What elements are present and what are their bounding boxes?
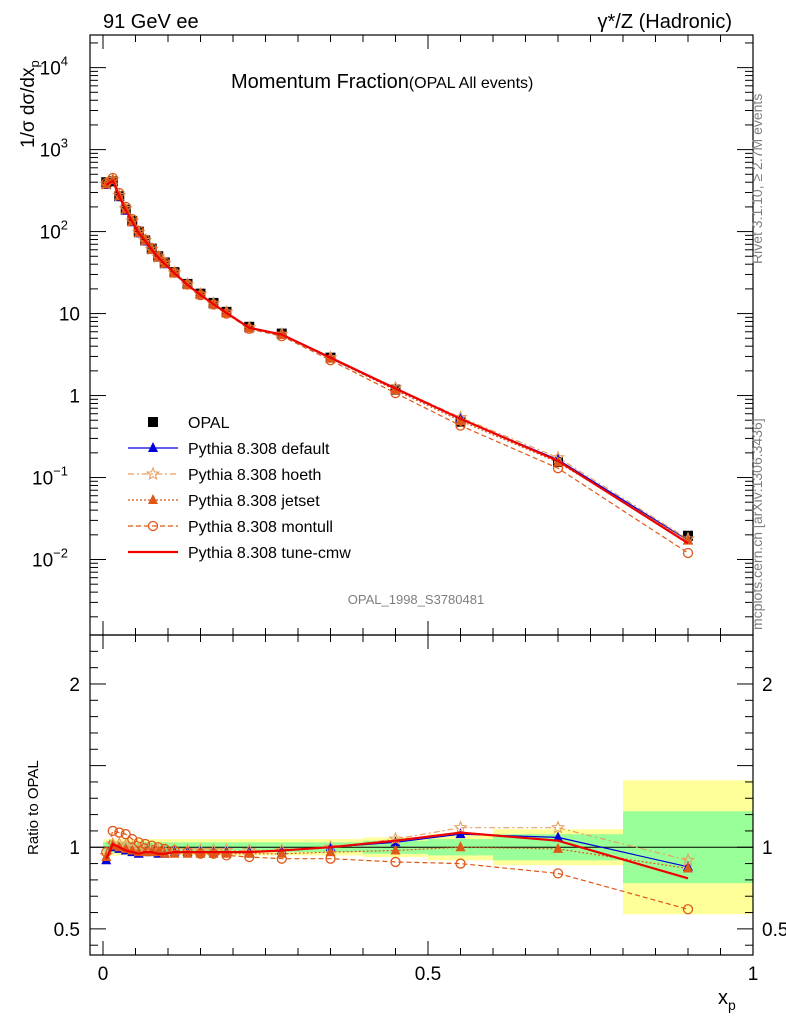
data-point-pythia-8-308-hoeth [453,820,468,834]
data-point-pythia-8-308-jetset [325,846,336,857]
y-tick-label-ratio: 2 [69,675,80,696]
y-axis-label-ratio: Ratio to OPAL [25,760,42,855]
data-point-pythia-8-308-montull [114,827,125,838]
legend-marker-pythia-8-308-jetset [148,494,158,504]
series-line-pythia-8-308-montull [105,830,689,910]
data-point-pythia-8-308-montull [221,850,232,861]
data-point-pythia-8-308-montull [182,279,193,290]
y-tick-label-main: 1 [69,387,80,408]
data-point-pythia-8-308-jetset [553,842,563,853]
data-point-pythia-8-308-montull [221,308,232,319]
data-point-pythia-8-308-montull [195,289,206,301]
data-point-pythia-8-308-montull [325,853,336,864]
y-tick-label-ratio: 1 [69,838,80,859]
data-point-pythia-8-308-montull [169,845,180,856]
legend-label-pythia-8-308-montull: Pythia 8.308 montull [188,519,333,536]
data-point-pythia-8-308-montull [169,267,180,278]
data-point-pythia-8-308-montull [552,463,564,474]
data-point-pythia-8-308-montull [195,848,206,859]
data-point-pythia-8-308-montull [140,234,151,245]
chart-subtitle: (OPAL All events) [409,75,534,92]
chart-title-main: Momentum Fraction [231,71,409,93]
y-tick-label-main: 10−2 [32,546,68,572]
data-point-pythia-8-308-montull [146,242,157,254]
data-point-pythia-8-308-montull [127,833,138,845]
y-axis-label-main: 1/σ dσ/dxp [18,60,42,148]
y-tick-exponent: −1 [53,464,68,479]
tick-labels: 0 0.5 1 10−2 10−1 1 10 102 103 104 0.5 0.5 1 1 2 2 [32,54,786,985]
data-point-pythia-8-308-montull [552,868,564,879]
x-tick-label: 0.5 [415,964,441,985]
watermark: OPAL_1998_S3780481 [348,592,484,607]
data-point-pythia-8-308-jetset [101,178,112,189]
legend-label-pythia-8-308-hoeth: Pythia 8.308 hoeth [188,467,321,484]
legend-label-pythia-8-308-tune-cmw: Pythia 8.308 tune-cmw [188,545,351,562]
data-point-pythia-8-308-montull [146,840,157,851]
legend-marker-opal [148,417,158,427]
data-point-pythia-8-308-montull [107,825,118,837]
y-tick-label-main: 10 [59,305,80,326]
series-line-pythia-8-308-default [105,179,689,541]
data-point-pythia-8-308-montull [140,838,151,850]
data-point-pythia-8-308-jetset [683,862,693,873]
x-axis-label: xp [718,987,736,1013]
data-point-pythia-8-308-montull [120,829,131,840]
data-point-pythia-8-308-jetset [390,844,401,855]
series-line-pythia-8-308-hoeth [105,178,689,540]
data-point-pythia-8-308-default [553,831,563,842]
y-tick-label-ratio: 0.5 [54,920,80,941]
series-line-pythia-8-308-tune-cmw [105,179,689,545]
y-tick-label-main: 102 [40,218,68,244]
y-tick-label-ratio-right: 0.5 [762,920,786,941]
series-line-pythia-8-308-tune-cmw [105,831,689,880]
main-series [99,172,696,559]
data-point-pythia-8-308-montull [455,858,466,869]
legend-marker-pythia-8-308-default [148,442,158,452]
x-tick-label: 0 [98,964,109,985]
y-tick-label-main: 103 [40,136,68,162]
x-tick-label: 1 [748,964,759,985]
y-tick-exponent: −2 [53,546,68,561]
chart-title: Momentum Fraction(OPAL All events) [231,71,533,93]
data-point-pythia-8-308-montull [153,251,164,262]
data-point-pythia-8-308-hoeth [550,820,566,834]
data-point-pythia-8-308-montull [153,842,164,853]
data-point-pythia-8-308-montull [276,853,287,864]
legend-label-pythia-8-308-jetset: Pythia 8.308 jetset [188,493,320,510]
header-right: γ*/Z (Hadronic) [598,11,732,33]
y-tick-exponent: 2 [61,218,68,233]
data-point-pythia-8-308-montull [390,856,401,868]
legend-label-opal: OPAL [188,415,230,432]
legend-label-pythia-8-308-default: Pythia 8.308 default [188,441,330,458]
data-point-pythia-8-308-montull [455,420,466,431]
y-tick-exponent: 3 [61,136,68,151]
data-point-pythia-8-308-montull [133,837,144,848]
data-point-pythia-8-308-montull [208,299,219,310]
legend-marker-pythia-8-308-hoeth [145,466,161,481]
y-tick-label-ratio-right: 1 [762,838,773,859]
y-tick-exponent: 4 [61,54,68,69]
data-point-pythia-8-308-jetset [455,841,466,852]
data-point-pythia-8-308-montull [159,257,170,268]
y-tick-label-main: 104 [40,54,68,80]
y-tick-label-ratio-right: 2 [762,675,773,696]
legend-marker-pythia-8-308-montull [147,520,159,532]
header-left: 91 GeV ee [103,11,199,33]
data-point-pythia-8-308-montull [682,547,694,559]
ratio-series [99,820,696,915]
mcplots-label: mcplots.cern.ch [arXiv:1306.3436] [749,418,765,630]
ratio-uncertainty-bands [90,780,753,915]
y-tick-label-main: 10−1 [32,464,68,490]
ratio-plot-frame [89,634,754,956]
axes-ticks [90,35,754,955]
data-point-pythia-8-308-montull [133,225,144,237]
legend: OPAL Pythia 8.308 default Pythia 8.308 hoe… [128,415,351,562]
rivet-label: Rivet 3.1.10, ≥ 2.7M events [749,94,765,264]
data-point-pythia-8-308-montull [682,904,694,915]
data-point-pythia-8-308-montull [208,848,219,859]
